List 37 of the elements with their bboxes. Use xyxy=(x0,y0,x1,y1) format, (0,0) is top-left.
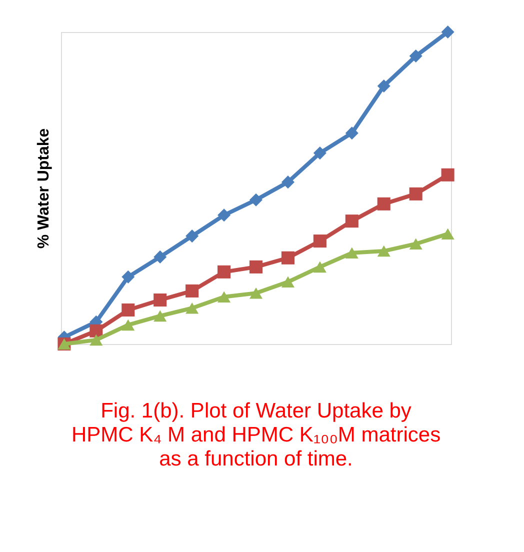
point xyxy=(345,126,358,140)
point xyxy=(122,270,135,284)
point xyxy=(409,50,422,63)
point xyxy=(154,293,167,307)
point xyxy=(377,79,390,92)
point xyxy=(409,238,422,250)
point xyxy=(122,319,135,331)
point xyxy=(249,193,263,206)
point xyxy=(154,250,167,264)
point xyxy=(281,276,294,288)
point xyxy=(313,234,326,248)
point xyxy=(90,324,103,338)
point xyxy=(218,291,231,303)
caption: Fig. 1(b). Plot of Water Uptake by HPMC K₄ M and HPMC K₁₀₀M matrices as a function of time. xyxy=(71,400,441,471)
point xyxy=(186,284,199,298)
point xyxy=(377,197,390,210)
point xyxy=(249,288,263,299)
point xyxy=(249,260,263,274)
point xyxy=(313,261,326,273)
point xyxy=(313,146,326,160)
point xyxy=(377,245,390,257)
point xyxy=(122,303,135,317)
point xyxy=(409,187,422,200)
point xyxy=(281,176,294,189)
point xyxy=(441,228,454,240)
point xyxy=(441,168,454,182)
point xyxy=(441,25,454,39)
point xyxy=(90,334,103,346)
point xyxy=(281,251,294,264)
point xyxy=(218,265,231,278)
point xyxy=(218,208,231,222)
point xyxy=(186,230,199,243)
point xyxy=(345,247,358,259)
point xyxy=(154,310,167,322)
y-axis-title: % Water Uptake xyxy=(36,128,52,249)
point xyxy=(345,214,358,228)
point xyxy=(186,302,199,314)
